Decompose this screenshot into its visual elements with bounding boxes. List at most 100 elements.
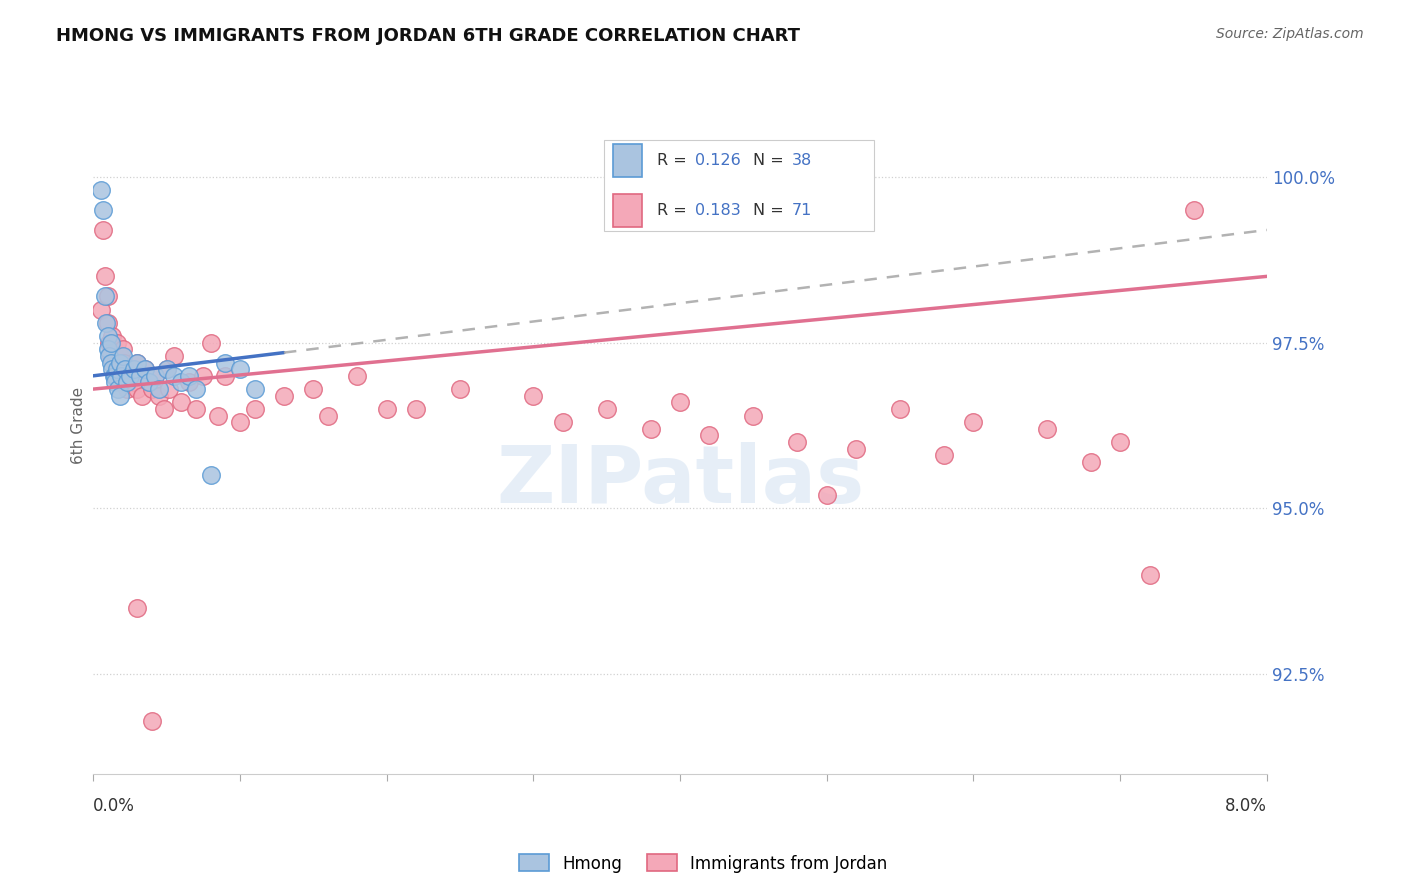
Point <box>134 362 156 376</box>
Point <box>127 382 149 396</box>
Text: N =: N = <box>752 202 789 218</box>
Point <box>97 289 120 303</box>
Point <box>127 355 149 369</box>
Point <box>346 368 368 383</box>
Point <box>1182 202 1205 217</box>
Point <box>207 409 229 423</box>
Point <box>243 382 266 396</box>
Point <box>98 335 121 350</box>
Point <box>98 349 121 363</box>
Legend: Hmong, Immigrants from Jordan: Hmong, Immigrants from Jordan <box>512 847 894 880</box>
Point <box>129 368 152 383</box>
FancyBboxPatch shape <box>613 194 643 227</box>
Point <box>669 395 692 409</box>
FancyBboxPatch shape <box>603 140 873 231</box>
Point <box>143 368 166 383</box>
Point <box>108 355 131 369</box>
Point <box>112 355 135 369</box>
Point <box>184 401 207 416</box>
Point <box>932 449 955 463</box>
Point <box>131 389 153 403</box>
Point <box>108 389 131 403</box>
Point <box>1080 455 1102 469</box>
Point <box>200 335 222 350</box>
Point <box>121 368 143 383</box>
Point <box>114 362 136 376</box>
Text: 0.183: 0.183 <box>696 202 741 218</box>
Point <box>115 376 138 390</box>
Point <box>177 368 200 383</box>
Point <box>122 376 145 390</box>
Point <box>449 382 471 396</box>
Point <box>97 343 120 357</box>
Point <box>108 349 131 363</box>
Point <box>148 382 170 396</box>
Point <box>89 183 111 197</box>
Point <box>101 329 124 343</box>
Point <box>595 401 617 416</box>
Text: Source: ZipAtlas.com: Source: ZipAtlas.com <box>1216 27 1364 41</box>
Point <box>93 223 115 237</box>
Point <box>170 395 193 409</box>
Point <box>229 362 252 376</box>
Point <box>105 362 128 376</box>
Point <box>100 355 122 369</box>
Point <box>115 382 138 396</box>
Text: 0.0%: 0.0% <box>93 797 135 815</box>
Point <box>89 302 111 317</box>
Point <box>127 600 149 615</box>
Point <box>170 376 193 390</box>
Point <box>159 382 181 396</box>
Point <box>405 401 427 416</box>
Point <box>184 382 207 396</box>
Point <box>163 368 186 383</box>
Point <box>302 382 325 396</box>
Point <box>889 401 911 416</box>
Point <box>141 714 163 728</box>
Point <box>129 368 152 383</box>
Point <box>101 362 124 376</box>
Point <box>155 362 177 376</box>
Point <box>107 362 129 376</box>
Point <box>200 468 222 483</box>
Point <box>105 335 128 350</box>
Point <box>97 329 120 343</box>
Point <box>214 355 236 369</box>
Point <box>640 422 662 436</box>
Point <box>141 382 163 396</box>
Text: HMONG VS IMMIGRANTS FROM JORDAN 6TH GRADE CORRELATION CHART: HMONG VS IMMIGRANTS FROM JORDAN 6TH GRAD… <box>56 27 800 45</box>
Point <box>815 488 838 502</box>
Point <box>742 409 765 423</box>
Point <box>163 349 186 363</box>
Point <box>193 368 215 383</box>
Point <box>143 368 166 383</box>
Point <box>845 442 868 456</box>
Point <box>118 368 141 383</box>
Point <box>94 289 117 303</box>
Point <box>100 335 122 350</box>
Point <box>1036 422 1059 436</box>
Text: ZIPatlas: ZIPatlas <box>496 442 865 520</box>
Point <box>111 349 134 363</box>
Point <box>111 376 134 390</box>
Point <box>104 355 127 369</box>
Point <box>962 415 984 429</box>
Point <box>103 368 125 383</box>
Text: 0.126: 0.126 <box>696 153 741 168</box>
Point <box>155 362 177 376</box>
Point <box>177 376 200 390</box>
Point <box>134 362 156 376</box>
Point <box>97 316 120 330</box>
Point <box>522 389 544 403</box>
Point <box>103 343 125 357</box>
Point <box>786 435 808 450</box>
Point <box>100 349 122 363</box>
FancyBboxPatch shape <box>613 144 643 177</box>
Point <box>96 316 118 330</box>
Point <box>273 389 295 403</box>
Point <box>243 401 266 416</box>
Point <box>110 368 132 383</box>
Text: N =: N = <box>752 153 789 168</box>
Point <box>551 415 574 429</box>
Point <box>114 368 136 383</box>
